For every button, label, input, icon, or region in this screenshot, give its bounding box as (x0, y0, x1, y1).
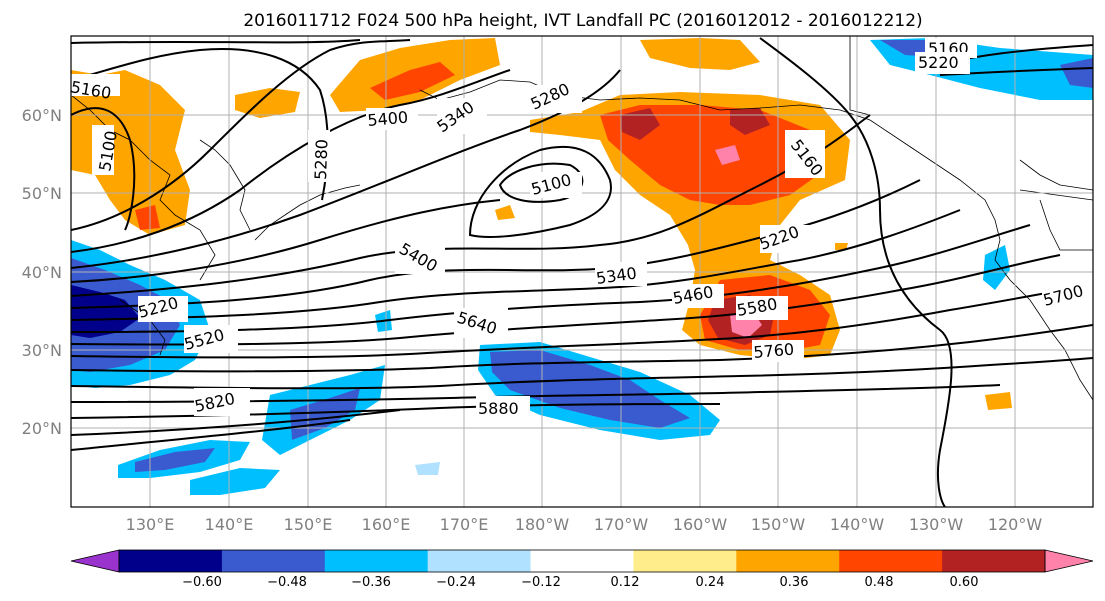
colorbar-tick: −0.12 (521, 575, 561, 590)
colorbar-tick: 0.12 (611, 575, 640, 590)
pos-region-small3 (835, 243, 848, 250)
colorbar-tick-labels: −0.60 −0.48 −0.36 −0.24 −0.12 0.12 0.24 … (182, 575, 978, 590)
colorbar-segments (70, 549, 1094, 573)
colorbar-extend-max (1044, 549, 1094, 573)
colorbar-extend-min (70, 549, 120, 573)
neg-region-japan-deep (71, 285, 140, 338)
contour-label: 5400 (367, 108, 409, 130)
pos-region-nw-orange (135, 205, 160, 230)
colorbar-tick: 0.24 (696, 575, 725, 590)
contour-label: 5280 (311, 139, 331, 180)
lon-label: 140°E (205, 515, 254, 534)
neg-region-alaska-east (1060, 58, 1093, 88)
contour-label: 5760 (753, 340, 795, 362)
lon-label: 150°E (284, 515, 333, 534)
map-panel: 5160 5100 5280 5400 5340 5280 5160 5220 … (71, 36, 1093, 507)
neg-region-eastcoast (983, 245, 1010, 290)
colorbar-tick: 0.36 (780, 575, 809, 590)
colorbar-tick: −0.24 (436, 575, 476, 590)
neg-region-sw2 (190, 468, 280, 495)
lat-label: 60°N (22, 106, 62, 125)
lon-label: 130°E (126, 515, 175, 534)
lat-label: 50°N (22, 184, 62, 203)
latitude-labels: 60°N 50°N 40°N 30°N 20°N (22, 106, 62, 438)
neg-region-southwest-core (135, 448, 215, 472)
neg-region-dot2 (415, 462, 440, 475)
height-contours (71, 37, 1093, 507)
lat-label: 30°N (22, 341, 62, 360)
colorbar-segment (427, 550, 532, 572)
colorbar-segment (839, 550, 943, 572)
lat-label: 40°N (22, 263, 62, 282)
pos-region-red1 (620, 108, 660, 140)
colorbar-tick: 0.60 (950, 575, 979, 590)
contour-label: 5880 (478, 399, 519, 418)
pos-region-small2 (985, 392, 1012, 410)
pos-region-pink2 (715, 145, 740, 165)
lon-label: 120°W (988, 515, 1043, 534)
lon-label: 150°W (751, 515, 806, 534)
lon-label: 180°W (515, 515, 570, 534)
lon-label: 170°W (594, 515, 649, 534)
lon-label: 140°W (830, 515, 885, 534)
colorbar-tick: −0.60 (182, 575, 222, 590)
colorbar-segment (942, 550, 1046, 572)
colorbar-segment (736, 550, 840, 572)
pos-region-top2-orange (370, 62, 455, 100)
lat-label: 20°N (22, 419, 62, 438)
neg-region-central-core (490, 350, 690, 428)
colorbar-segment (530, 550, 634, 572)
colorbar-tick: 0.48 (865, 575, 894, 590)
colorbar-tick: −0.48 (267, 575, 307, 590)
pos-region-small1 (495, 205, 515, 220)
figure-title: 2016011712 F024 500 hPa height, IVT Land… (243, 11, 922, 31)
colorbar-segment (119, 550, 223, 572)
lon-label: 160°W (673, 515, 728, 534)
contour-label-group: 5160 5100 5280 5400 5340 5280 5160 5220 … (71, 38, 1093, 418)
colorbar-outline (118, 549, 1046, 573)
positive-ivt-regions (71, 38, 1012, 410)
colorbar: −0.60 −0.48 −0.36 −0.24 −0.12 0.12 0.24 … (70, 549, 1094, 590)
lon-label: 160°E (362, 515, 411, 534)
colorbar-segment (324, 550, 429, 572)
colorbar-segment (221, 550, 326, 572)
colorbar-tick: −0.36 (351, 575, 391, 590)
colorbar-segment (633, 550, 737, 572)
map-frame (70, 35, 1094, 508)
longitude-labels: 130°E 140°E 150°E 160°E 170°E 180°W 170°… (126, 515, 1043, 534)
lon-label: 130°W (909, 515, 964, 534)
contour-label: 5220 (918, 53, 959, 72)
lon-label: 170°E (440, 515, 489, 534)
pos-region-nw (71, 70, 190, 235)
